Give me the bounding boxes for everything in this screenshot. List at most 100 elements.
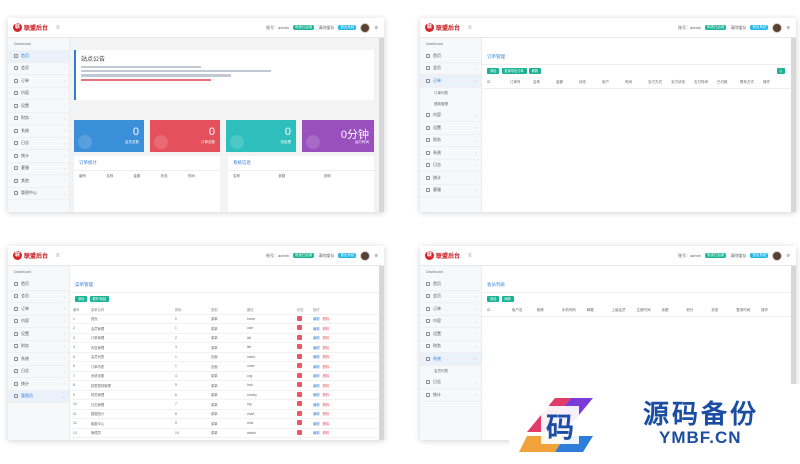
status-indicator[interactable] xyxy=(297,391,302,397)
settings-icon[interactable]: ⚙ xyxy=(374,253,378,258)
sidebar-item[interactable]: 首页 xyxy=(420,278,481,291)
scrollbar[interactable] xyxy=(379,38,384,212)
scrollbar[interactable] xyxy=(379,266,384,440)
logout-button[interactable]: 退出系统 xyxy=(750,25,769,30)
status-indicator[interactable] xyxy=(297,344,302,350)
sidebar-item[interactable]: 客服 › xyxy=(420,185,481,197)
edit-link[interactable]: 编辑 xyxy=(313,326,320,331)
status-indicator[interactable] xyxy=(297,334,302,340)
sidebar-item[interactable]: 日志 › xyxy=(8,366,69,378)
edit-link[interactable]: 编辑 xyxy=(313,336,320,341)
sidebar-item[interactable]: 系统 ⌄ xyxy=(420,353,481,366)
sidebar-item[interactable]: 首页 xyxy=(420,50,481,63)
stat-card-uptime[interactable]: 0分钟 运行时间 xyxy=(302,120,374,152)
clear-cache-link[interactable]: 清除缓存 xyxy=(318,252,335,258)
delete-link[interactable]: 删除 xyxy=(322,355,330,360)
sidebar-item[interactable]: 设置 › xyxy=(420,122,481,135)
delete-link[interactable]: 删除 xyxy=(322,421,330,426)
sidebar-item[interactable]: 财务 › xyxy=(420,135,481,147)
sidebar-item[interactable]: 会员 › xyxy=(8,291,69,303)
status-indicator[interactable] xyxy=(297,382,302,388)
sidebar-item[interactable]: 统计 › xyxy=(8,150,69,163)
add-button[interactable]: 添加 xyxy=(487,296,500,302)
sidebar-item[interactable]: 管理中心 › xyxy=(8,188,69,200)
menu-toggle-icon[interactable]: ≡ xyxy=(56,24,60,31)
status-indicator[interactable] xyxy=(297,420,302,426)
sidebar-item[interactable]: 财务 › xyxy=(420,341,481,353)
sidebar-item[interactable]: 会员 › xyxy=(8,63,69,75)
clear-cache-link[interactable]: 清除缓存 xyxy=(730,24,747,30)
delete-link[interactable]: 删除 xyxy=(322,393,330,398)
sidebar-subitem[interactable]: 退款管理 xyxy=(434,101,448,106)
status-indicator[interactable] xyxy=(297,353,302,359)
menu-toggle-icon[interactable]: ≡ xyxy=(468,252,472,259)
sidebar-subitem[interactable]: 订单列表 xyxy=(434,90,448,95)
sidebar-item[interactable]: 会员 › xyxy=(420,63,481,75)
delete-link[interactable]: 删除 xyxy=(322,431,330,436)
sidebar-item[interactable]: 日志 › xyxy=(420,377,481,389)
status-indicator[interactable] xyxy=(297,325,302,331)
edit-link[interactable]: 编辑 xyxy=(313,355,320,360)
clear-cache-link[interactable]: 清除缓存 xyxy=(318,24,335,30)
logo[interactable]: 联联盟后台 xyxy=(425,23,460,32)
sidebar-item[interactable]: 内容 › xyxy=(420,316,481,328)
sidebar-item[interactable]: 内容 › xyxy=(420,110,481,122)
sidebar-item[interactable]: 系统 › xyxy=(420,147,481,160)
sidebar-item[interactable]: 财务 › xyxy=(8,113,69,125)
delete-link[interactable]: 删除 xyxy=(322,412,330,417)
status-indicator[interactable] xyxy=(297,429,302,435)
logo[interactable]: 联联盟后台 xyxy=(13,251,48,260)
status-indicator[interactable] xyxy=(297,315,302,321)
sidebar-item[interactable]: 订单 ⌄ xyxy=(420,75,481,88)
edit-link[interactable]: 编辑 xyxy=(313,383,320,388)
delete-link[interactable]: 删除 xyxy=(322,364,330,369)
sidebar-item[interactable]: 客服 › xyxy=(8,163,69,175)
search-button[interactable]: Q xyxy=(776,68,785,74)
avatar[interactable] xyxy=(772,22,783,33)
stat-card-pending[interactable]: 0 待处理 xyxy=(226,120,296,152)
delete-link[interactable]: 删除 xyxy=(322,383,330,388)
delete-link[interactable]: 删除 xyxy=(322,317,330,322)
edit-link[interactable]: 编辑 xyxy=(313,374,320,379)
logo[interactable]: 联联盟后台 xyxy=(425,251,460,260)
logout-button[interactable]: 退出系统 xyxy=(338,25,357,30)
sidebar-item[interactable]: 订单 › xyxy=(8,75,69,88)
sidebar-item[interactable]: 财务 › xyxy=(8,341,69,353)
settings-icon[interactable]: ⚙ xyxy=(786,25,790,30)
menu-toggle-icon[interactable]: ≡ xyxy=(56,252,60,259)
avatar[interactable] xyxy=(360,22,371,33)
sidebar-item[interactable]: 设置 › xyxy=(8,100,69,113)
export-button[interactable]: 批量导出订单 xyxy=(501,68,527,74)
sidebar-item[interactable]: 日志 › xyxy=(420,160,481,172)
sidebar-item[interactable]: 首页 xyxy=(8,50,69,63)
delete-link[interactable]: 删除 xyxy=(322,336,330,341)
settings-icon[interactable]: ⚙ xyxy=(374,25,378,30)
add-button[interactable]: 添加 xyxy=(75,296,88,302)
avatar[interactable] xyxy=(772,250,783,261)
scrollbar[interactable] xyxy=(791,266,796,440)
add-button[interactable]: 添加 xyxy=(487,68,500,74)
edit-link[interactable]: 编辑 xyxy=(313,393,320,398)
delete-link[interactable]: 删除 xyxy=(322,402,330,407)
sidebar-item[interactable]: 内容 › xyxy=(8,316,69,328)
edit-link[interactable]: 编辑 xyxy=(313,402,320,407)
delete-link[interactable]: 删除 xyxy=(322,374,330,379)
edit-link[interactable]: 编辑 xyxy=(313,421,320,426)
sidebar-item[interactable]: 统计 › xyxy=(420,172,481,185)
edit-link[interactable]: 编辑 xyxy=(313,345,320,350)
edit-link[interactable]: 编辑 xyxy=(313,364,320,369)
delete-link[interactable]: 删除 xyxy=(322,326,330,331)
sidebar-item[interactable]: 首页 xyxy=(8,278,69,291)
status-indicator[interactable] xyxy=(297,401,302,407)
edit-link[interactable]: 编辑 xyxy=(313,431,320,436)
edit-link[interactable]: 编辑 xyxy=(313,317,320,322)
delete-link[interactable]: 删除 xyxy=(322,345,330,350)
clear-cache-link[interactable]: 清除缓存 xyxy=(730,252,747,258)
sidebar-item[interactable]: 统计 › xyxy=(420,389,481,402)
logo[interactable]: 联联盟后台 xyxy=(13,23,48,32)
logout-button[interactable]: 退出系统 xyxy=(750,253,769,258)
sidebar-item[interactable]: 日志 › xyxy=(8,138,69,150)
settings-icon[interactable]: ⚙ xyxy=(786,253,790,258)
stat-card-members[interactable]: 0 会员总数 xyxy=(74,120,144,152)
sidebar-item[interactable]: 内容 › xyxy=(8,88,69,100)
